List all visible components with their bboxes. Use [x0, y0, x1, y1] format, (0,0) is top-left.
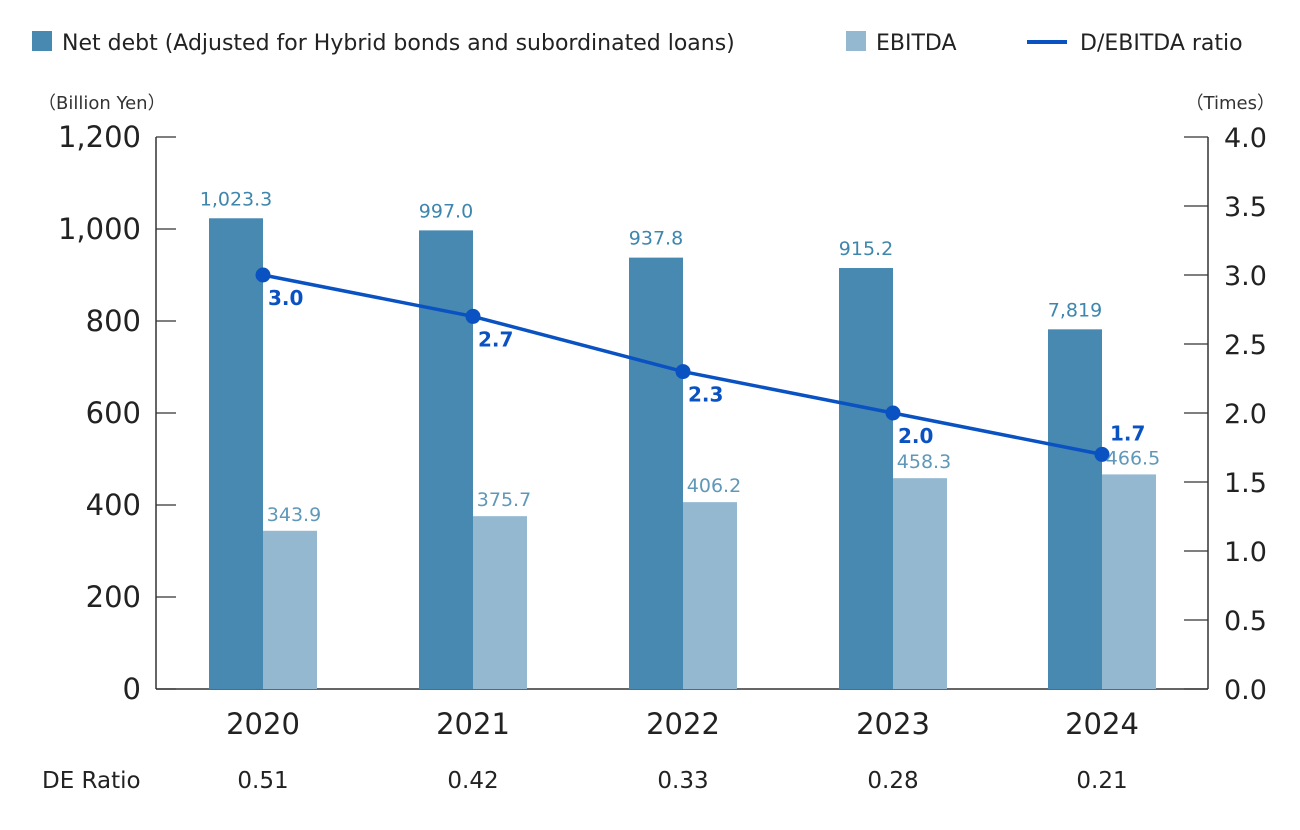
bar-ebitda-2023: [893, 478, 947, 689]
right-tick-label: 0.5: [1224, 606, 1267, 637]
label-ebitda-2021: 375.7: [477, 489, 531, 511]
label-ratio-2020: 3.0: [268, 286, 303, 310]
left-tick-label: 200: [86, 580, 141, 614]
label-net-debt-2024: 7,819: [1048, 299, 1102, 321]
right-tick-label: 2.5: [1224, 330, 1267, 361]
right-axis-unit: （Times）: [1186, 93, 1275, 114]
label-net-debt-2020: 1,023.3: [200, 188, 273, 210]
de-ratio-2022: 0.33: [657, 768, 708, 794]
category-2022: 2022: [646, 707, 720, 741]
left-axis-ticks: 0 200 400 600 800 1,000 1,200: [58, 120, 176, 706]
right-axis-ticks: 0.0 0.5 1.0 1.5 2.0 2.5 3.0 3.5 4.0: [1184, 123, 1267, 706]
bar-net-debt-2023: [839, 268, 893, 689]
legend-label-ebitda: EBITDA: [876, 31, 957, 56]
legend: Net debt (Adjusted for Hybrid bonds and …: [32, 31, 1243, 56]
label-ebitda-2020: 343.9: [267, 504, 321, 526]
bar-ebitda-2021: [473, 516, 527, 689]
data-labels: 1,023.3 343.9 997.0 375.7 937.8 406.2 915.2 458…: [200, 188, 1160, 526]
left-axis-unit: （Billion Yen）: [38, 93, 166, 114]
legend-swatch-ebitda: [846, 31, 866, 51]
legend-swatch-net-debt: [32, 31, 52, 51]
left-tick-label: 1,000: [58, 212, 141, 246]
label-ebitda-2022: 406.2: [687, 475, 741, 497]
bar-net-debt-2020: [209, 218, 263, 690]
label-net-debt-2021: 997.0: [419, 200, 473, 222]
left-tick-label: 400: [86, 488, 141, 522]
right-tick-label: 1.0: [1224, 537, 1267, 568]
bar-net-debt-2021: [419, 230, 473, 689]
right-tick-label: 3.0: [1224, 261, 1267, 292]
bar-ebitda-2024: [1102, 474, 1156, 689]
de-ratio-2024: 0.21: [1076, 768, 1127, 794]
bar-net-debt-2022: [629, 257, 683, 689]
ratio-point-2024: [1094, 446, 1110, 462]
label-ratio-2022: 2.3: [688, 383, 723, 407]
de-ratio-2020: 0.51: [237, 768, 288, 794]
ratio-point-2020: [255, 267, 271, 283]
category-labels: 2020 2021 2022 2023 2024: [226, 707, 1139, 741]
label-ratio-2023: 2.0: [898, 424, 933, 448]
label-net-debt-2023: 915.2: [839, 238, 893, 260]
legend-label-net-debt: Net debt (Adjusted for Hybrid bonds and …: [62, 31, 735, 56]
label-ebitda-2024: 466.5: [1106, 447, 1160, 469]
de-ratio-label: DE Ratio: [42, 768, 141, 794]
right-tick-label: 0.0: [1224, 675, 1267, 706]
left-tick-label: 1,200: [58, 120, 141, 154]
label-ebitda-2023: 458.3: [897, 451, 951, 473]
category-2021: 2021: [436, 707, 510, 741]
category-2024: 2024: [1065, 707, 1139, 741]
ratio-point-2023: [885, 405, 901, 421]
bar-ebitda-2022: [683, 502, 737, 689]
label-net-debt-2022: 937.8: [629, 228, 683, 250]
bars: [209, 218, 1156, 690]
de-ratio-2021: 0.42: [447, 768, 498, 794]
left-tick-label: 600: [86, 396, 141, 430]
right-tick-label: 2.0: [1224, 399, 1267, 430]
left-tick-label: 800: [86, 304, 141, 338]
left-tick-label: 0: [123, 672, 141, 706]
ratio-line-layer: [255, 267, 1110, 462]
right-tick-label: 4.0: [1224, 123, 1267, 154]
ratio-point-2022: [675, 364, 691, 380]
bar-net-debt-2024: [1048, 329, 1102, 689]
de-ratio-2023: 0.28: [867, 768, 918, 794]
right-tick-label: 1.5: [1224, 468, 1267, 499]
ratio-point-2021: [465, 308, 481, 324]
category-2023: 2023: [856, 707, 930, 741]
legend-label-d-ebitda: D/EBITDA ratio: [1080, 31, 1243, 56]
label-ratio-2024: 1.7: [1110, 421, 1145, 445]
bar-ebitda-2020: [263, 530, 317, 689]
label-ratio-2021: 2.7: [478, 327, 513, 351]
de-ratio-values: 0.51 0.42 0.33 0.28 0.21: [237, 768, 1127, 794]
category-2020: 2020: [226, 707, 300, 741]
right-tick-label: 3.5: [1224, 192, 1267, 223]
